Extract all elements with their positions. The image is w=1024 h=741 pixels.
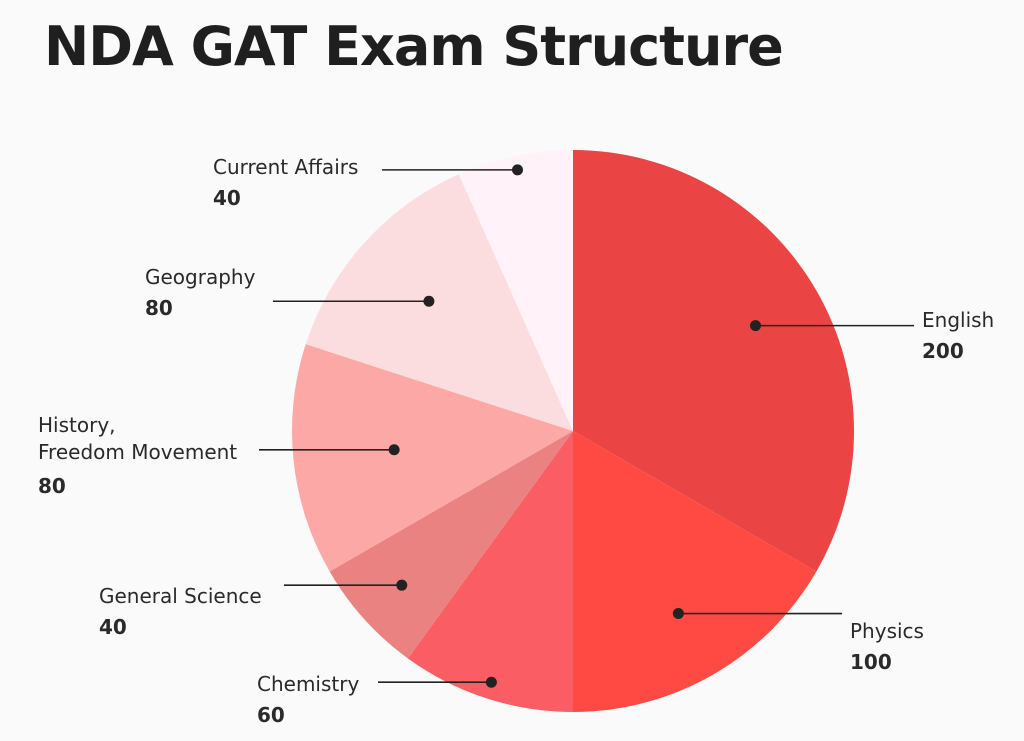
slice-label: General Science: [99, 584, 262, 608]
leader-dot: [750, 320, 762, 332]
leader-dot: [423, 295, 435, 307]
pie-slice: [407, 431, 573, 712]
leader-dot: [396, 579, 408, 591]
slice-label: Geography: [145, 265, 256, 289]
pie-slice: [458, 150, 573, 431]
slice-label: Physics: [850, 619, 924, 643]
pie-slice: [291, 344, 573, 572]
pie-slice: [329, 431, 573, 659]
pie-slice: [573, 150, 855, 572]
pie-slices: [291, 150, 855, 712]
slice-label: History, Freedom Movement: [38, 413, 237, 464]
slice-label: Chemistry: [257, 672, 359, 696]
leader-dot: [672, 608, 684, 620]
pie-slice: [305, 174, 573, 431]
slice-value: 100: [850, 650, 892, 674]
slice-value: 80: [38, 474, 66, 498]
leader-dot: [485, 676, 497, 688]
pie-slice: [573, 431, 817, 712]
leader-dot: [388, 444, 400, 456]
slice-value: 40: [213, 186, 241, 210]
slice-value: 200: [922, 339, 964, 363]
slice-label: English: [922, 308, 994, 332]
pie-annotations: English 200 Physics 100 Chemistry 60 General S…: [38, 155, 994, 727]
slice-value: 80: [145, 296, 173, 320]
slice-value: 40: [99, 615, 127, 639]
page-title: NDA GAT Exam Structure: [44, 15, 784, 78]
leader-dot: [511, 164, 523, 176]
slice-label: Current Affairs: [213, 155, 358, 179]
slice-value: 60: [257, 703, 285, 727]
